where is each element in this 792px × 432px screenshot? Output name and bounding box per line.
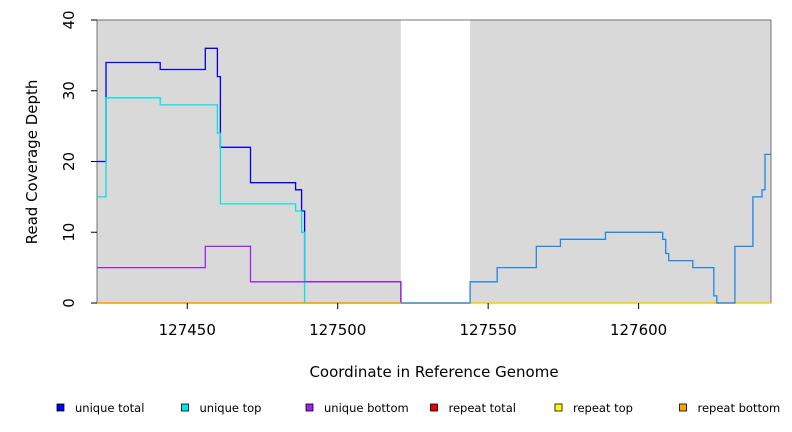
x-axis-title: Coordinate in Reference Genome (309, 363, 558, 381)
legend-label-unique-total: unique total (75, 401, 144, 415)
legend-swatch-repeat-top (554, 403, 563, 412)
legend-swatch-repeat-bottom (679, 403, 687, 412)
legend-label-repeat-bottom: repeat bottom (698, 401, 781, 415)
legend-swatch-unique-bottom (305, 403, 314, 412)
legend-label-repeat-top: repeat top (573, 401, 633, 415)
plot-background (96, 19, 772, 304)
y-tick-label-20: 20 (60, 152, 78, 171)
x-tick-label-127500: 127500 (309, 321, 366, 339)
legend-label-unique-top: unique top (200, 401, 262, 415)
series-line-unique-top (97, 97, 401, 304)
x-tick-label-127600: 127600 (610, 321, 667, 339)
legend: unique total unique top unique bottom repea… (56, 401, 781, 415)
x-tick-label-127450: 127450 (159, 321, 216, 339)
plot-region-1 (400, 20, 471, 303)
legend-swatch-unique-top (181, 403, 189, 412)
series-line-coverage-right-region (400, 153, 771, 304)
axes-layer: 127450 127500 127550 127600 0 10 20 30 40 (60, 10, 667, 339)
legend-swatch-repeat-total (430, 403, 438, 412)
plot-region-2 (470, 20, 771, 303)
legend-swatch-unique-total (56, 403, 65, 412)
y-tick-label-30: 30 (60, 81, 78, 100)
y-axis-title: Read Coverage Depth (23, 80, 41, 245)
series-line-unique-bottom (97, 245, 402, 303)
y-tick-label-0: 0 (60, 298, 78, 308)
legend-label-repeat-total: repeat total (449, 401, 516, 415)
series-layer (97, 47, 771, 304)
y-tick-label-40: 40 (60, 10, 78, 29)
x-tick-label-127550: 127550 (460, 321, 517, 339)
legend-label-unique-bottom: unique bottom (324, 401, 409, 415)
y-tick-label-10: 10 (60, 223, 78, 242)
plot-region-0 (97, 20, 401, 303)
